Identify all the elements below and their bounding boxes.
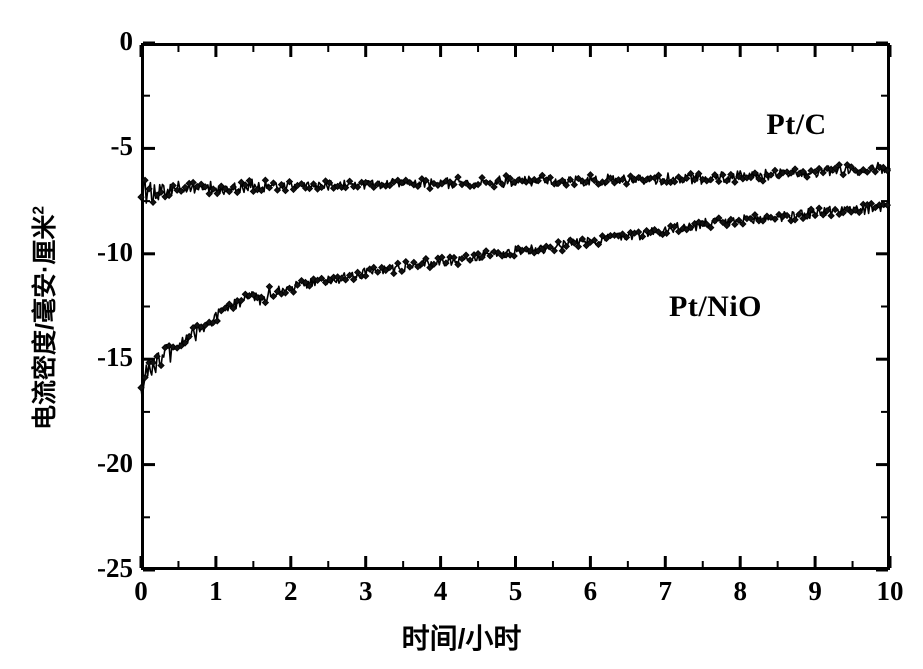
x-tick-label: 0: [111, 578, 171, 605]
series-pt-nio: [138, 200, 891, 398]
chart-figure: 0-5-10-15-20-25 012345678910 电流密度/毫安·厘米2…: [0, 0, 923, 669]
x-tick-label: 4: [411, 578, 471, 605]
x-axis-title: 时间/小时: [0, 617, 923, 657]
x-tick-label: 1: [186, 578, 246, 605]
x-tick-label: 2: [261, 578, 321, 605]
x-tick-label-text: 9: [808, 576, 822, 606]
x-tick-label-text: 4: [434, 576, 448, 606]
y-tick-label: 0: [55, 28, 133, 55]
series-label-pt-c: Pt/C: [766, 108, 826, 142]
x-tick-label: 3: [336, 578, 396, 605]
x-tick-label: 8: [710, 578, 770, 605]
x-tick-label-text: 6: [584, 576, 598, 606]
x-tick-label-text: 8: [733, 576, 747, 606]
y-axis-title-superscript: 2: [31, 206, 48, 215]
y-tick-label: -10: [55, 239, 133, 266]
x-tick-label: 10: [860, 578, 920, 605]
series-label-pt-nio: Pt/NiO: [669, 290, 762, 324]
x-tick-label: 7: [635, 578, 695, 605]
x-tick-label-text: 2: [284, 576, 298, 606]
x-tick-label: 9: [785, 578, 845, 605]
y-tick-label: -15: [55, 344, 133, 371]
x-tick-label-text: 3: [359, 576, 373, 606]
x-tick-label: 6: [560, 578, 620, 605]
y-tick-label-text: -15: [97, 342, 133, 372]
y-tick-label-text: -5: [111, 131, 134, 161]
x-tick-label-text: 1: [209, 576, 223, 606]
x-tick-label-text: 10: [877, 576, 904, 606]
y-axis-title: 电流密度/毫安·厘米2: [25, 153, 61, 483]
y-tick-label-text: -20: [97, 448, 133, 478]
y-tick-label-text: -10: [97, 237, 133, 267]
x-tick-label-text: 0: [134, 576, 148, 606]
series-pt-c: [138, 162, 891, 206]
x-tick-label: 5: [486, 578, 546, 605]
y-tick-label: -5: [55, 133, 133, 160]
x-tick-label-text: 7: [659, 576, 673, 606]
chart-canvas: [0, 0, 923, 669]
x-tick-label-text: 5: [509, 576, 523, 606]
y-tick-label-text: 0: [120, 26, 134, 56]
data-series-group: [138, 162, 891, 399]
y-tick-label: -20: [55, 450, 133, 477]
